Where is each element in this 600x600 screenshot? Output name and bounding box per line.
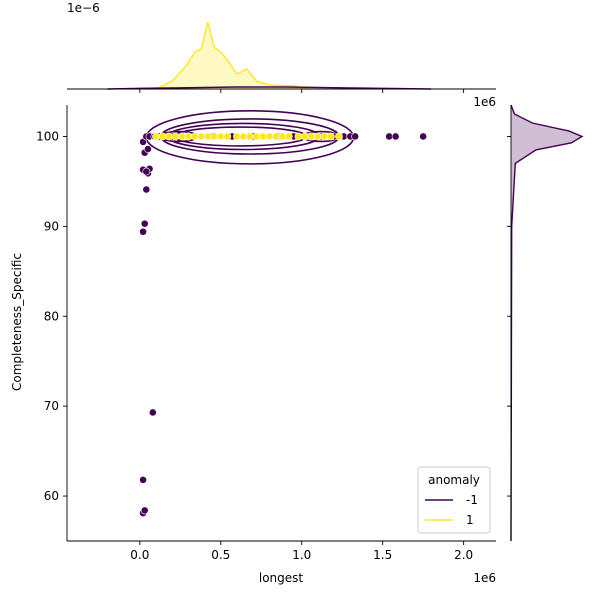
scatter-point <box>216 132 225 141</box>
y-tick-label: 60 <box>44 489 59 503</box>
scatter-point <box>258 132 267 141</box>
x-tick-label: 1.5 <box>373 548 392 562</box>
scatter-point <box>210 132 219 141</box>
scatter-point <box>391 132 400 141</box>
scatter-point <box>140 219 149 228</box>
scatter-point <box>142 167 151 176</box>
y-tick-label: 100 <box>36 129 59 143</box>
scatter-point <box>307 132 316 141</box>
scatter-point <box>301 132 309 141</box>
scatter-point <box>351 132 360 141</box>
right-density-fill-neg <box>511 105 582 541</box>
scatter-point <box>139 475 147 484</box>
legend-title: anomaly <box>428 473 480 487</box>
x-tick-label: 0.0 <box>130 548 149 562</box>
x-tick-label: 2.0 <box>454 548 473 562</box>
scatter-point <box>171 132 180 141</box>
right-marginal-offset-label: 1e6 <box>473 95 496 109</box>
scatter-point <box>152 132 160 141</box>
top-marginal-offset-label: 1e−6 <box>67 1 100 15</box>
x-offset-label: 1e6 <box>473 571 496 585</box>
top-density-fill-pos <box>147 22 310 89</box>
scatter-point <box>294 132 303 141</box>
scatter-point <box>165 132 173 141</box>
scatter-point <box>197 132 206 141</box>
scatter-point <box>144 145 152 153</box>
scatter-point <box>271 132 280 141</box>
right-density-line-neg <box>510 104 584 542</box>
scatter-point <box>139 227 147 236</box>
top-marginal-density <box>107 21 432 90</box>
scatter-point <box>178 132 186 141</box>
scatter-point <box>142 185 151 194</box>
main-plot-area <box>139 110 428 518</box>
scatter-point <box>239 132 248 141</box>
scatter-point <box>419 132 428 141</box>
axes: 0.0 0.5 1.0 1.5 2.0 60 70 80 90 100 <box>36 88 512 562</box>
x-tick-label: 1.0 <box>292 548 311 562</box>
scatter-point <box>203 132 212 141</box>
scatter-point <box>265 132 274 141</box>
legend-label-neg: -1 <box>466 493 478 507</box>
scatter-point <box>184 132 193 141</box>
legend-box <box>417 466 491 534</box>
right-marginal-density <box>510 104 584 542</box>
top-density-line-pos <box>147 21 310 90</box>
scatter-point <box>278 132 287 141</box>
x-tick-label: 0.5 <box>211 548 230 562</box>
legend-label-pos: 1 <box>466 513 474 527</box>
scatter-point <box>326 132 335 141</box>
y-tick-label: 70 <box>44 399 59 413</box>
x-axis-label: longest <box>259 571 304 585</box>
scatter-point <box>246 132 254 141</box>
y-tick-label: 80 <box>44 309 59 323</box>
scatter-point <box>252 132 261 141</box>
scatter-point <box>284 132 293 141</box>
scatter-point <box>223 132 232 141</box>
scatter-point <box>233 132 241 141</box>
scatter-point <box>140 506 149 515</box>
scatter-point <box>320 132 329 141</box>
y-axis-label: Completeness_Specific <box>10 253 24 391</box>
y-tick-label: 90 <box>44 219 59 233</box>
scatter-point <box>190 132 199 141</box>
scatter-point <box>314 132 322 141</box>
scatter-point <box>335 132 343 141</box>
top-density-line-neg <box>107 86 432 90</box>
legend: anomaly -1 1 <box>417 466 491 534</box>
scatter-point <box>148 408 157 417</box>
scatter-point <box>385 132 394 141</box>
scatter-point <box>158 132 167 141</box>
